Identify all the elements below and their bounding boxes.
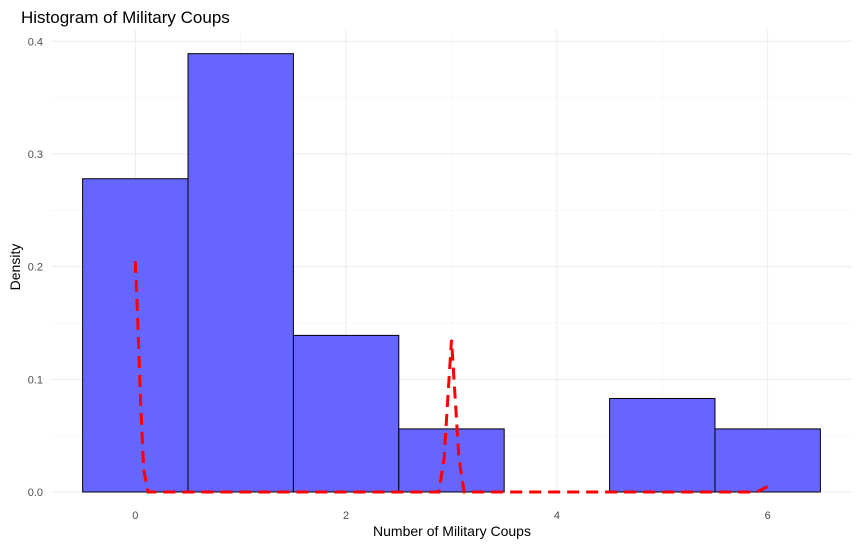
y-tick-label: 0.2	[28, 262, 43, 274]
histogram-bar	[82, 178, 189, 493]
x-tick-label: 6	[765, 510, 771, 522]
x-tick-label: 0	[132, 510, 138, 522]
y-tick-label: 0.4	[28, 36, 43, 48]
histogram-bar	[609, 397, 716, 493]
y-axis-title: Density	[7, 244, 23, 291]
y-tick-label: 0.0	[28, 487, 43, 499]
y-tick-label: 0.3	[28, 149, 43, 161]
histogram-bar	[714, 428, 821, 493]
y-tick-label: 0.1	[28, 374, 43, 386]
x-tick-label: 2	[343, 510, 349, 522]
histogram-bar	[398, 428, 505, 493]
histogram-bars	[82, 53, 821, 493]
histogram-bar	[187, 53, 294, 493]
y-axis-ticks: 0.0 0.1 0.2 0.3 0.4	[28, 36, 43, 499]
density-line	[133, 260, 769, 494]
density-curve	[133, 260, 769, 494]
x-axis-ticks: 0 2 4 6	[132, 510, 770, 522]
chart-title: Histogram of Military Coups	[21, 8, 230, 27]
x-tick-label: 4	[554, 510, 560, 522]
histogram-bar	[292, 334, 400, 493]
x-axis-title: Number of Military Coups	[373, 523, 531, 539]
